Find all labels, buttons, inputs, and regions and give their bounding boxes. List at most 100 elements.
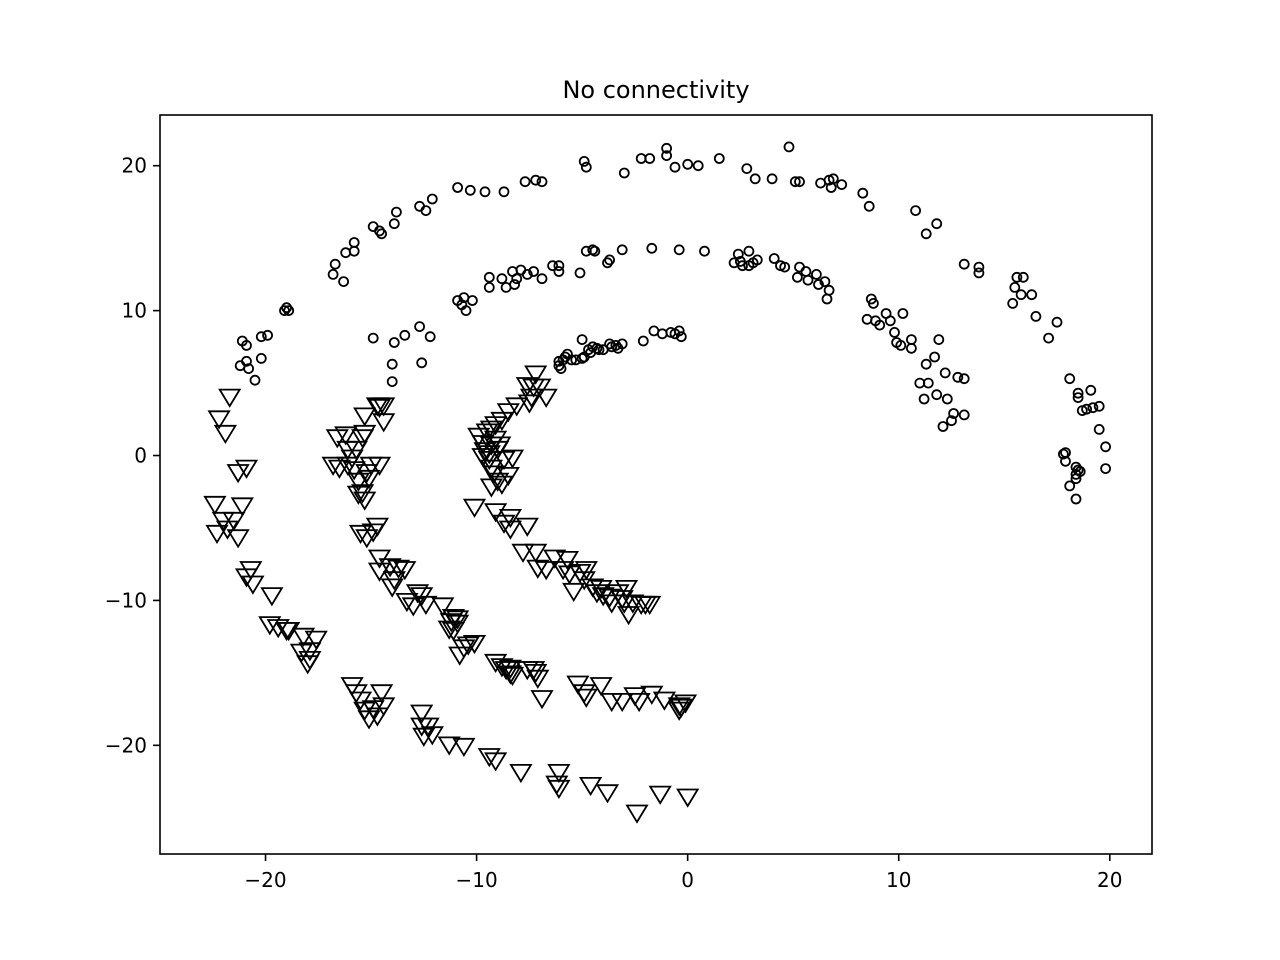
- circle-point: [825, 182, 837, 193]
- triangle-point: [490, 475, 514, 495]
- circle-point: [602, 257, 613, 269]
- circle-point: [931, 389, 943, 401]
- circle-point: [673, 325, 685, 337]
- circle-point: [973, 261, 985, 273]
- circle-point: [1070, 493, 1082, 505]
- circle-point: [618, 167, 630, 179]
- triangle-point: [241, 575, 265, 595]
- triangle-point: [277, 622, 301, 642]
- triangle-point: [511, 543, 535, 563]
- triangle-point: [266, 619, 290, 639]
- circle-point: [874, 319, 886, 331]
- triangle-point: [372, 413, 396, 433]
- circle-point: [536, 176, 548, 188]
- triangle-point: [515, 377, 539, 397]
- circle-point: [1015, 289, 1027, 301]
- circle-point: [452, 182, 464, 193]
- triangle-point: [344, 440, 368, 461]
- circle-point: [910, 205, 921, 217]
- circle-point: [751, 254, 763, 266]
- circle-point: [574, 267, 586, 279]
- circle-point: [521, 268, 533, 280]
- circle-point: [766, 173, 778, 185]
- circle-point: [884, 315, 896, 327]
- triangle-point: [621, 594, 645, 614]
- circle-point: [416, 357, 428, 369]
- circle-point: [616, 338, 628, 350]
- circle-point: [948, 408, 959, 419]
- circle-point: [553, 266, 565, 277]
- circle-point: [675, 331, 687, 343]
- triangle-point: [353, 407, 377, 427]
- triangle-point: [617, 606, 641, 626]
- circle-point: [241, 355, 252, 367]
- triangle-point: [378, 558, 402, 578]
- circle-point: [661, 142, 672, 154]
- triangle-point: [456, 636, 480, 656]
- circle-point: [958, 373, 970, 385]
- triangle-point: [321, 456, 345, 476]
- triangle-point: [226, 529, 250, 549]
- triangle-point: [357, 710, 381, 730]
- circle-point: [367, 332, 379, 344]
- circle-point: [386, 358, 398, 370]
- triangle-point: [405, 584, 430, 604]
- circle-point: [813, 279, 824, 290]
- circle-point: [243, 363, 255, 375]
- circle-point: [819, 276, 831, 288]
- triangle-point: [207, 410, 231, 430]
- triangle-point: [441, 622, 465, 642]
- triangle-point: [462, 635, 487, 655]
- circle-point: [836, 179, 848, 191]
- circle-point: [958, 409, 970, 421]
- circle-point: [399, 329, 411, 341]
- circle-point: [1064, 480, 1076, 492]
- triangle-point: [547, 779, 571, 800]
- triangle-point: [625, 804, 649, 824]
- circle-point: [931, 218, 943, 230]
- circle-point: [515, 264, 527, 276]
- triangle-point: [638, 595, 662, 616]
- triangle-point: [524, 664, 548, 684]
- circle-point: [895, 339, 907, 351]
- circle-point: [794, 176, 805, 188]
- circle-point: [941, 393, 953, 405]
- triangle-point: [462, 498, 487, 518]
- circle-point: [713, 153, 725, 164]
- triangle-point: [353, 491, 377, 511]
- triangle-point: [203, 495, 227, 516]
- circle-point: [528, 266, 539, 277]
- triangle-point: [627, 693, 651, 713]
- triangle-point: [348, 524, 373, 545]
- circle-point: [604, 254, 615, 266]
- y-tick-label: −20: [105, 733, 147, 757]
- triangle-point: [600, 693, 624, 713]
- triangle-point: [393, 561, 417, 581]
- circle-point: [868, 297, 879, 309]
- triangle-point: [534, 388, 558, 408]
- circle-point: [530, 174, 542, 186]
- triangle-point: [365, 707, 389, 727]
- triangle-point: [498, 659, 522, 679]
- circle-point: [794, 261, 805, 273]
- circle-point: [922, 377, 934, 389]
- triangle-point: [351, 484, 375, 504]
- circle-point: [610, 339, 622, 351]
- circle-point: [897, 308, 909, 319]
- triangle-point: [648, 785, 672, 805]
- triangle-point: [289, 643, 313, 663]
- circle-point: [929, 351, 940, 363]
- triangle-point: [367, 456, 392, 476]
- triangle-point: [562, 582, 586, 603]
- triangle-point: [414, 595, 438, 616]
- triangle-point: [382, 571, 406, 591]
- x-tick-label: 10: [886, 868, 911, 892]
- triangle-point: [515, 517, 539, 537]
- triangle-point: [420, 726, 444, 746]
- circle-point: [792, 271, 803, 283]
- circle-point: [768, 253, 780, 264]
- circle-point: [1093, 400, 1105, 412]
- triangle-point: [543, 549, 567, 569]
- triangle-point: [534, 561, 558, 581]
- circle-point: [279, 305, 290, 317]
